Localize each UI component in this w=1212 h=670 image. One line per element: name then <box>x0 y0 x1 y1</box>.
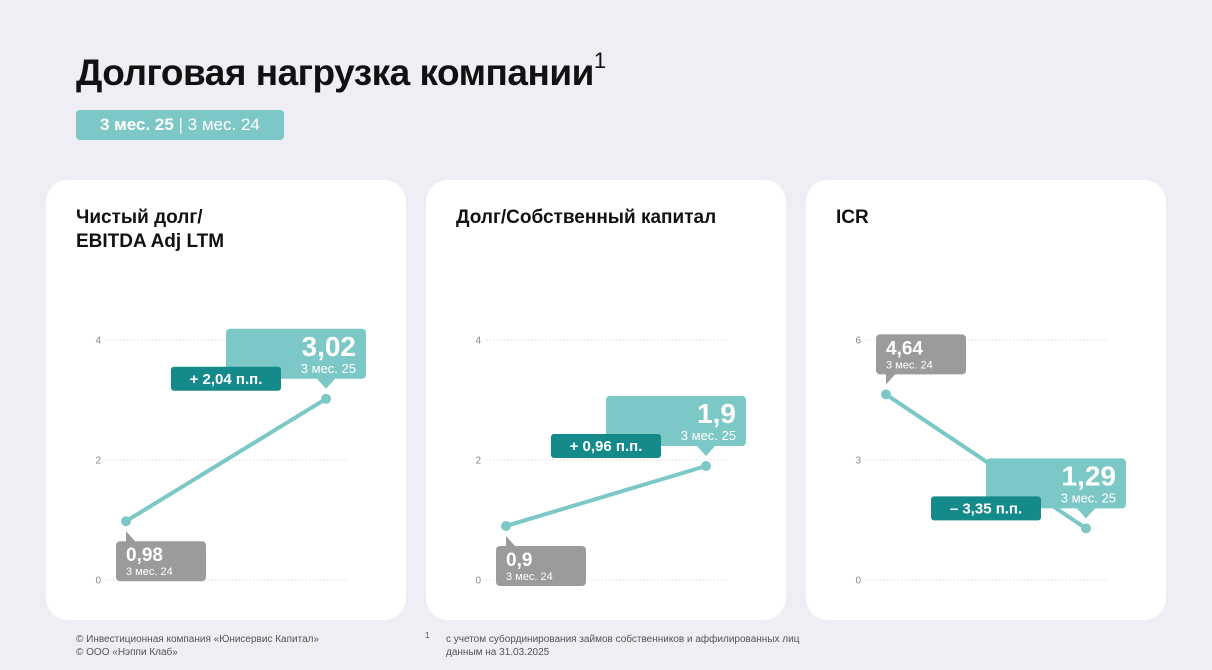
y-tick-label: 4 <box>475 336 481 347</box>
data-label: 0,98 <box>126 545 163 566</box>
delta-badge <box>171 366 281 391</box>
y-tick-label: 0 <box>855 576 861 587</box>
callout-prev <box>116 541 206 582</box>
period-label: 3 мес. 24 <box>126 566 173 578</box>
data-label: 1,9 <box>697 398 736 429</box>
delta-label: + 0,96 п.п. <box>570 438 643 455</box>
chart-title-text: ICR <box>836 207 869 228</box>
y-tick-label: 4 <box>95 336 101 347</box>
footnote-line: данным на 31.03.2025 <box>446 647 550 658</box>
copyright-line: © ООО «Нэппи Клаб» <box>76 647 178 658</box>
series-line <box>124 396 328 524</box>
chart-card-icr: ICR 0 3 6 4,64 3 мес. 24 1,29 3 мес. 25 – 3,35 … <box>806 180 1166 620</box>
data-label: 0,9 <box>506 550 532 571</box>
period-badge: 3 мес. 25 | 3 мес. 24 <box>76 110 284 140</box>
chart-title: ICR <box>836 206 1136 230</box>
delta-badge <box>931 496 1041 521</box>
data-point <box>121 516 131 527</box>
y-tick-label: 2 <box>95 456 101 467</box>
period-label: 3 мес. 24 <box>506 571 553 583</box>
page-title-text: Долговая нагрузка компании <box>76 52 594 93</box>
data-point <box>701 461 711 471</box>
y-tick-label: 2 <box>475 456 481 467</box>
period-separator: | <box>173 115 188 134</box>
copyright-line: © Инвестиционная компания «Юнисервис Кап… <box>76 634 320 645</box>
data-point <box>501 521 511 531</box>
delta-label: + 2,04 п.п. <box>190 371 263 388</box>
chart-card-net-debt-ebitda: Чистый долг/ EBITDA Adj LTM 0 2 4 0,98 3 мес… <box>46 180 406 620</box>
callout-current <box>606 396 746 446</box>
callout-prev <box>496 546 586 586</box>
period-label: 3 мес. 25 <box>301 361 356 376</box>
footnote-line: с учетом субординирования займов собстве… <box>446 634 800 645</box>
chart-title-text: Чистый долг/ EBITDA Adj LTM <box>76 207 225 252</box>
period-label: 3 мес. 24 <box>886 359 933 371</box>
callout-pointer <box>696 445 716 456</box>
callout-prev <box>876 334 966 375</box>
data-point <box>881 389 891 400</box>
callout-pointer <box>316 377 336 389</box>
data-point <box>1081 523 1091 534</box>
data-label: 3,02 <box>302 331 357 362</box>
delta-label: – 3,35 п.п. <box>950 500 1022 517</box>
chart-title-text: Долг/Собственный капитал <box>456 207 717 228</box>
callout-pointer <box>1076 507 1096 519</box>
footer-note: с учетом субординирования займов собстве… <box>446 633 799 659</box>
series-line <box>504 464 708 528</box>
period-previous: 3 мес. 24 <box>187 115 260 134</box>
delta-badge <box>551 434 661 458</box>
data-point <box>321 393 331 404</box>
y-tick-label: 0 <box>475 576 481 587</box>
chart-title: Долг/Собственный капитал <box>456 206 756 230</box>
chart-svg: 0 3 6 4,643 мес. 24 1,293 мес. 25 – 3,35 п.п. <box>855 334 1126 587</box>
data-label: 4,64 <box>886 338 923 359</box>
page-title: Долговая нагрузка компании1 <box>76 48 606 94</box>
chart-card-debt-equity: Долг/Собственный капитал 0 2 4 0,9 3 мес. 24… <box>426 180 786 620</box>
chart-svg: 0 2 4 0,983 мес. 24 3,023 мес. 25 + 2,04 п.п. <box>95 328 366 587</box>
data-label: 1,29 <box>1062 460 1117 491</box>
chart-svg: 0 2 4 0,93 мес. 24 1,93 мес. 25 + 0,96 п.п. <box>475 336 746 587</box>
footnote-marker: 1 <box>593 48 606 73</box>
footnote-mark: 1 <box>425 631 430 640</box>
callout-pointer <box>126 531 136 543</box>
chart-title: Чистый долг/ EBITDA Adj LTM <box>76 206 376 254</box>
period-label: 3 мес. 25 <box>681 428 736 443</box>
period-current: 3 мес. 25 <box>100 115 174 134</box>
y-tick-label: 3 <box>855 456 861 467</box>
callout-current <box>226 328 366 379</box>
callout-pointer <box>886 373 896 385</box>
period-label: 3 мес. 25 <box>1061 490 1116 505</box>
footer-copyright: © Инвестиционная компания «Юнисервис Кап… <box>76 633 319 659</box>
y-tick-label: 0 <box>95 576 101 587</box>
callout-pointer <box>506 536 516 547</box>
callout-current <box>986 458 1126 509</box>
y-tick-label: 6 <box>855 336 861 347</box>
